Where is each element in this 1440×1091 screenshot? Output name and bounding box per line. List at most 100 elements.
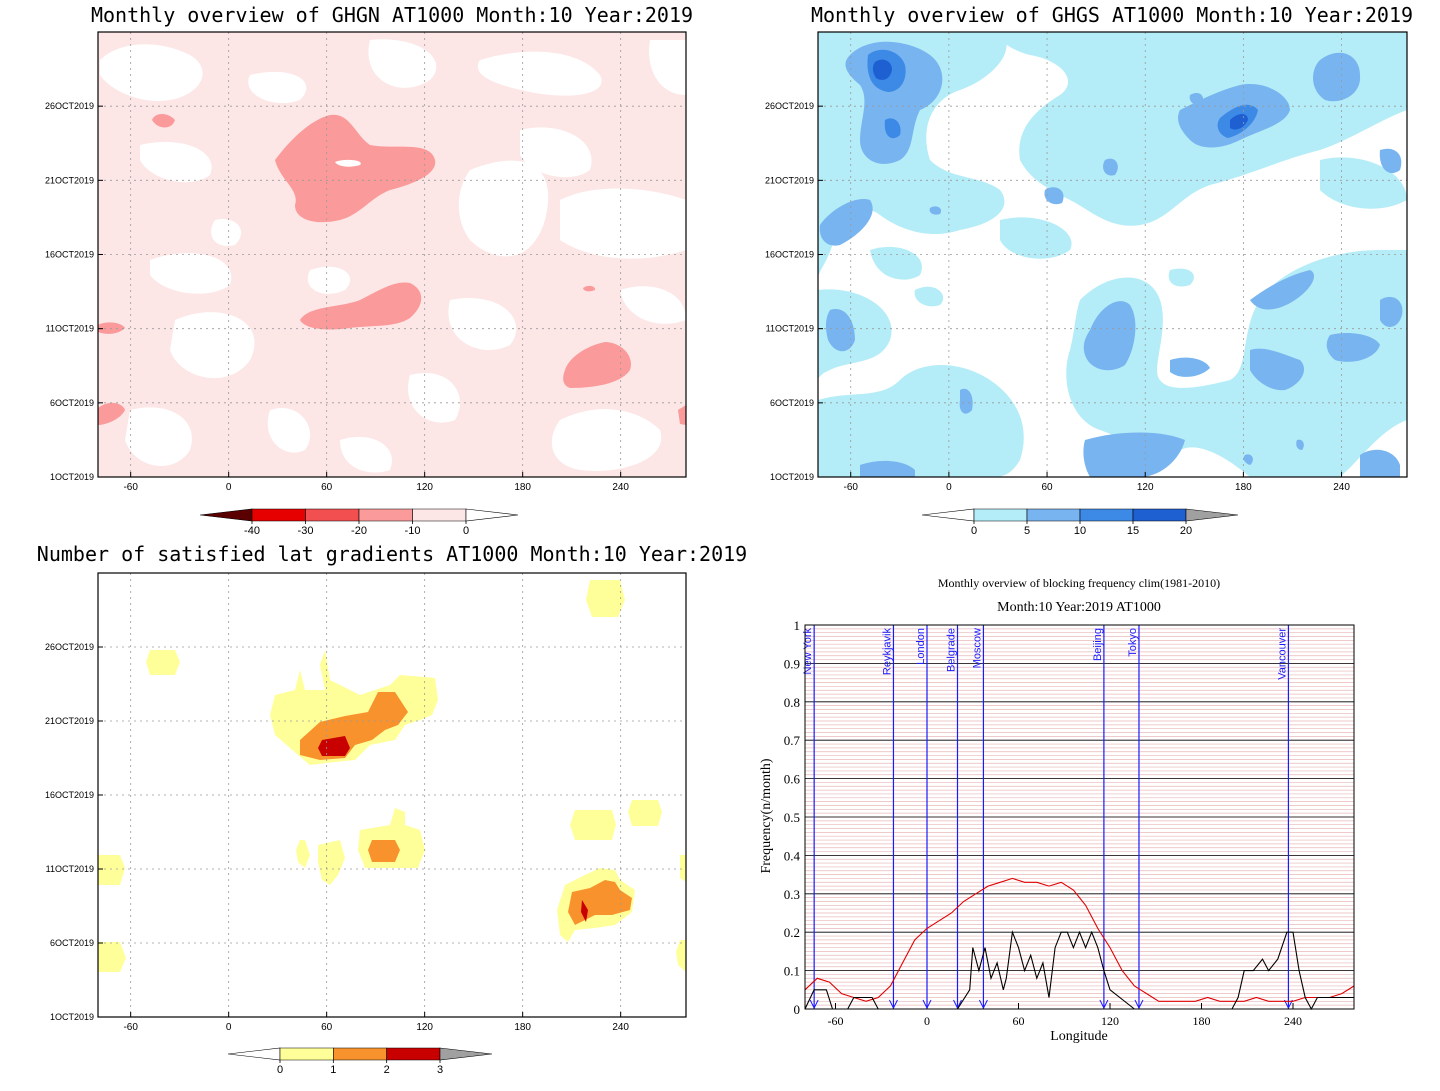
city-label: Vancouver [1276,628,1288,680]
y-tick-label: 26OCT2019 [45,101,94,111]
y-tick-label: 0.6 [784,772,801,787]
city-label: Reykjavik [881,628,893,676]
colorbar-swatch [305,508,360,522]
lat-gradients-axes: -60 0 60 120 180 240 1OCT2019 6OCT2019 11OCT2019… [45,573,686,1033]
colorbar-swatch [199,508,253,522]
colorbar-swatch [279,1047,334,1061]
ghgn-panel: Monthly overview of GHGN AT1000 Month:10… [45,3,693,537]
colorbar-swatch [1185,508,1239,522]
colorbar-swatch [1079,508,1134,522]
x-tick-label: 60 [321,482,333,493]
y-tick-label: 0.8 [784,695,800,710]
y-tick-label: 26OCT2019 [45,642,94,652]
lat-gradients-colorbar: 0 1 2 3 [227,1047,493,1076]
y-tick-label: 0.5 [784,810,800,825]
colorbar-swatch [439,1047,493,1061]
ghgs-colorbar: 0 5 10 15 20 [921,508,1239,537]
colorbar-swatch [921,508,975,522]
colorbar-swatch [465,508,519,522]
x-tick-label: 180 [1193,1014,1211,1028]
plot-frame [804,624,1355,1010]
y-tick-label: 0 [794,1002,801,1017]
x-tick-label: 60 [321,1022,333,1033]
city-arrow [1134,999,1144,1010]
colorbar-tick-label: -20 [351,525,367,537]
city-arrow [889,999,898,1010]
colorbar-tick-label: 1 [330,1064,336,1076]
ghgn-axes: -60 0 60 120 180 240 1OCT2019 6OCT2019 11OCT2019… [45,32,686,493]
city-label: London [915,628,927,665]
colorbar-tick-label: 15 [1127,525,1139,537]
ghgs-frame [817,31,1408,478]
city-arrow [978,999,988,1010]
x-tick-label: 120 [1137,482,1154,493]
city-arrow [809,999,819,1010]
x-tick-label: -60 [123,482,138,493]
x-tick-label: 60 [1041,482,1053,493]
y-tick-label: 0.7 [784,733,801,748]
city-label: New York [802,628,814,675]
x-tick-label: 240 [612,1022,629,1033]
x-tick-label: -60 [843,482,858,493]
y-tick-label: 6OCT2019 [50,398,94,408]
y-tick-label: 1OCT2019 [770,472,814,482]
colorbar-swatch [1026,508,1081,522]
lat-gradients-frame [97,572,687,1018]
city-arrow [1099,999,1109,1010]
ghgs-axes: -60 0 60 120 180 240 1OCT2019 6OCT2019 11OCT2019… [765,32,1407,493]
y-tick-label: 0.9 [784,656,800,671]
blocking-frequency-panel: Monthly overview of blocking frequency c… [759,576,1355,1044]
x-tick-label: 240 [1284,1014,1302,1028]
x-tick-label: 120 [416,482,433,493]
ghgn-colorbar: -40 -30 -20 -10 0 [199,508,519,537]
x-tick-label: 0 [226,482,232,493]
city-label: Belgrade [946,628,958,672]
colorbar-tick-label: -40 [244,525,260,537]
x-tick-label: 180 [514,1022,531,1033]
colorbar-swatch [1132,508,1187,522]
y-tick-label: 21OCT2019 [45,716,94,726]
x-tick-label: 120 [1101,1014,1119,1028]
colorbar-tick-label: 0 [971,525,977,537]
y-tick-label: 26OCT2019 [765,101,814,111]
y-tick-label: 16OCT2019 [45,250,94,260]
y-tick-label: 11OCT2019 [766,324,814,334]
y-tick-label: 0.2 [784,925,800,940]
blocking-title: Monthly overview of blocking frequency c… [938,576,1220,590]
colorbar-tick-label: 0 [463,525,469,537]
x-tick-label: 120 [416,1022,433,1033]
colorbar-tick-label: -30 [298,525,314,537]
colorbar-tick-label: 10 [1074,525,1086,537]
y-tick-label: 0.3 [784,887,800,902]
colorbar-swatch [386,1047,441,1061]
series-line [804,877,1355,1002]
y-tick-label: 0.4 [784,848,801,863]
x-tick-label: 180 [1235,482,1252,493]
y-tick-label: 1 [794,618,801,633]
y-tick-label: 16OCT2019 [45,790,94,800]
x-tick-label: -60 [828,1014,844,1028]
y-tick-label: 6OCT2019 [50,938,94,948]
blocking-ylabel: Frequency(n/month) [759,758,774,873]
y-tick-label: 11OCT2019 [46,324,94,334]
colorbar-tick-label: 3 [437,1064,443,1076]
x-tick-label: 180 [514,482,531,493]
ghgn-title: Monthly overview of GHGN AT1000 Month:10… [91,3,693,27]
colorbar-tick-label: -10 [405,525,421,537]
colorbar-swatch [251,508,306,522]
ghgn-frame [97,31,687,478]
city-arrow [922,999,932,1010]
colorbar-tick-label: 0 [277,1064,283,1076]
x-tick-label: 60 [1013,1014,1025,1028]
colorbar-swatch [412,508,467,522]
ghgs-panel: Monthly overview of GHGS AT1000 Month:10… [765,3,1413,537]
x-tick-label: 240 [1333,482,1350,493]
colorbar-tick-label: 2 [384,1064,390,1076]
blocking-plot-area: 0 0.1 0.2 0.3 0.4 0.5 0.6 0.7 0.8 0.9 1 -60 0 60 120 18… [784,618,1355,1028]
city-label: Moscow [971,628,983,668]
colorbar-tick-label: 20 [1180,525,1192,537]
colorbar-tick-label: 5 [1024,525,1030,537]
city-label: Beijing [1092,628,1104,661]
colorbar-swatch [358,508,413,522]
